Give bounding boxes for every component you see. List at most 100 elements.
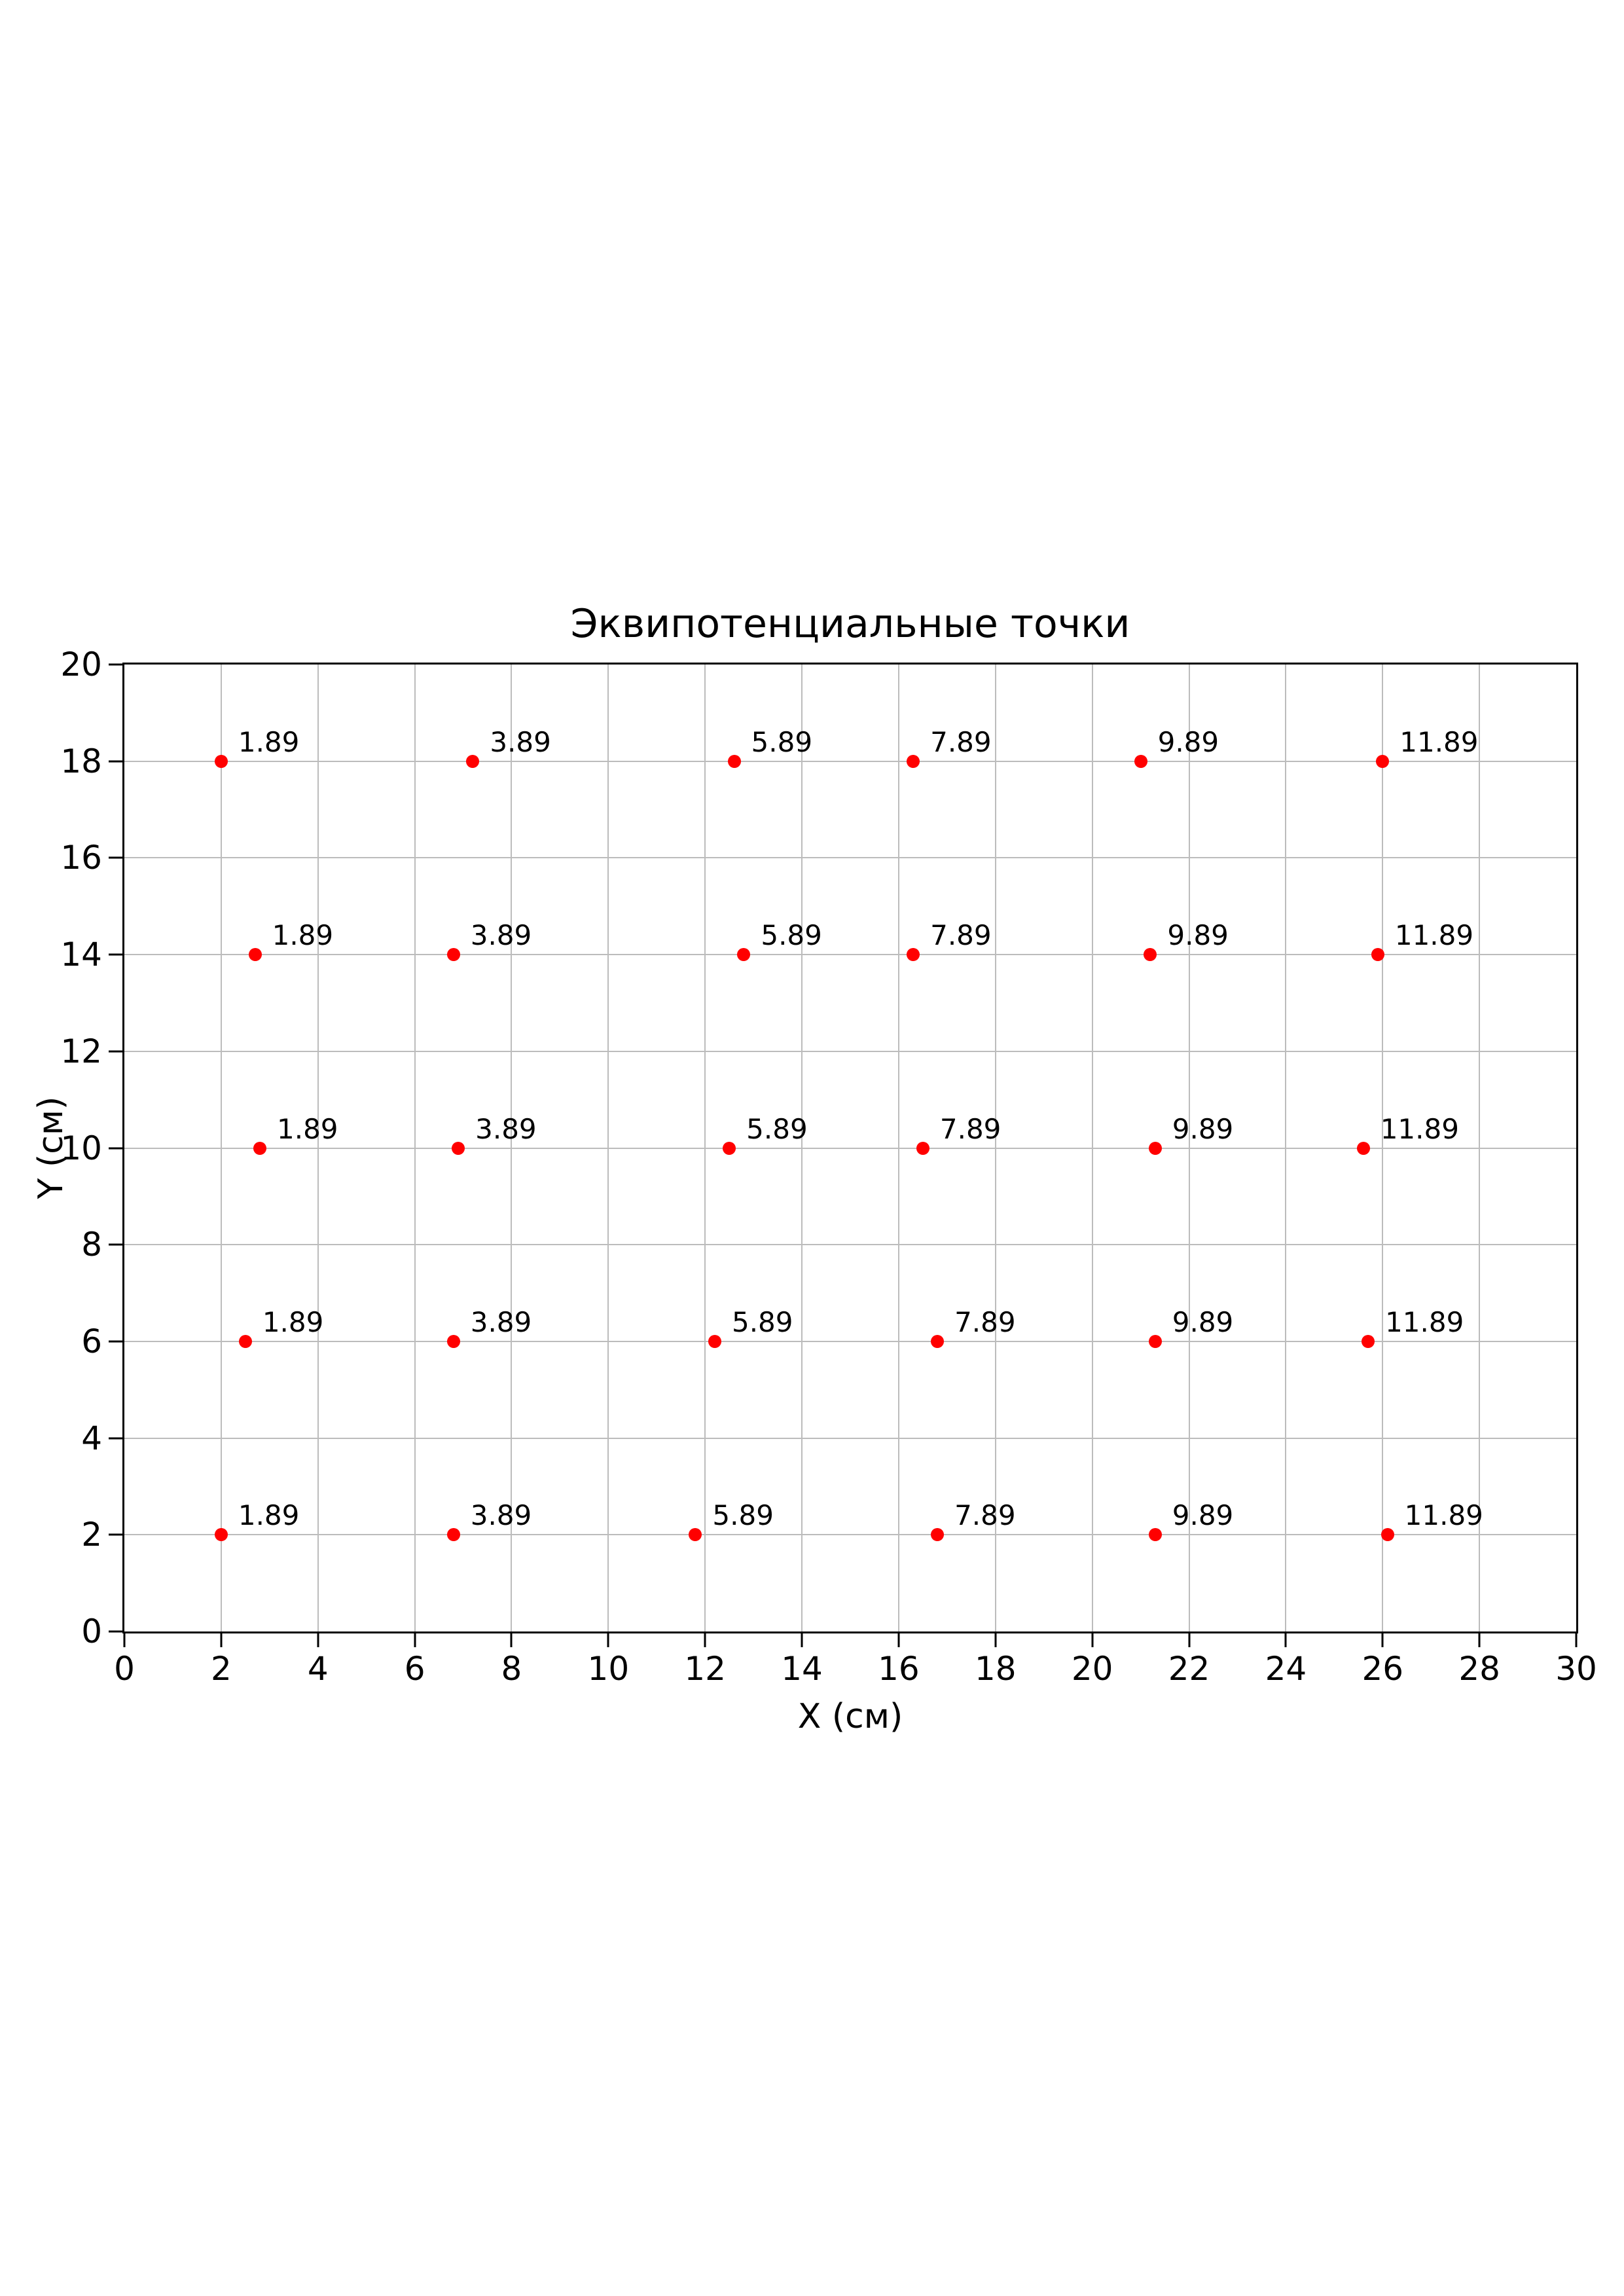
y-gridline — [124, 1340, 1576, 1342]
data-point-label: 11.89 — [1380, 1112, 1459, 1145]
data-point-label: 1.89 — [238, 1499, 300, 1532]
data-point — [1134, 754, 1147, 768]
data-point-label: 1.89 — [272, 919, 334, 952]
x-tick-mark — [801, 1631, 803, 1647]
x-tick-label: 28 — [1458, 1650, 1500, 1688]
y-axis-label: Y (см) — [31, 1096, 71, 1199]
y-tick-label: 20 — [60, 646, 102, 683]
x-tick-label: 2 — [210, 1650, 232, 1688]
y-tick-mark — [109, 1050, 124, 1053]
y-tick-mark — [109, 1437, 124, 1440]
data-point-label: 3.89 — [470, 1305, 532, 1338]
data-point-label: 5.89 — [751, 725, 813, 758]
x-tick-label: 6 — [404, 1650, 425, 1688]
x-tick-mark — [414, 1631, 416, 1647]
y-gridline — [124, 1244, 1576, 1246]
y-gridline — [124, 857, 1576, 859]
data-point-label: 5.89 — [761, 919, 822, 952]
data-point-label: 3.89 — [490, 725, 551, 758]
data-point — [1148, 1528, 1162, 1542]
x-tick-label: 12 — [684, 1650, 726, 1688]
data-point — [931, 1528, 945, 1542]
x-tick-label: 16 — [878, 1650, 920, 1688]
y-tick-mark — [109, 1533, 124, 1536]
data-point-label: 9.89 — [1157, 725, 1219, 758]
data-point — [931, 1334, 945, 1348]
data-point — [727, 754, 741, 768]
x-tick-mark — [1091, 1631, 1094, 1647]
x-tick-label: 22 — [1168, 1650, 1210, 1688]
data-point — [907, 948, 920, 962]
x-tick-mark — [607, 1631, 609, 1647]
data-point — [253, 1141, 266, 1155]
data-point — [1380, 1528, 1394, 1542]
data-point — [708, 1334, 721, 1348]
data-point — [1148, 1334, 1162, 1348]
y-tick-label: 10 — [60, 1129, 102, 1167]
x-axis-label: X (см) — [797, 1697, 903, 1736]
x-tick-label: 18 — [974, 1650, 1017, 1688]
data-point — [238, 1334, 252, 1348]
data-point-label: 9.89 — [1172, 1305, 1234, 1338]
data-point — [452, 1141, 465, 1155]
y-tick-label: 12 — [60, 1032, 102, 1070]
data-point-label: 11.89 — [1394, 919, 1474, 952]
y-tick-mark — [109, 1340, 124, 1343]
data-point — [723, 1141, 736, 1155]
y-tick-label: 8 — [81, 1226, 102, 1264]
y-gridline — [124, 954, 1576, 956]
data-point-label: 11.89 — [1399, 725, 1479, 758]
data-point-label: 9.89 — [1167, 919, 1229, 952]
data-point-label: 11.89 — [1404, 1499, 1483, 1532]
data-point — [214, 1528, 228, 1542]
x-tick-label: 14 — [781, 1650, 823, 1688]
data-point-label: 7.89 — [930, 725, 992, 758]
x-tick-mark — [1478, 1631, 1481, 1647]
y-gridline — [124, 1147, 1576, 1149]
data-point-label: 1.89 — [238, 725, 300, 758]
data-point-label: 9.89 — [1172, 1499, 1234, 1532]
y-gridline — [124, 1534, 1576, 1536]
data-point — [446, 1334, 460, 1348]
y-tick-label: 4 — [81, 1419, 102, 1457]
data-point-label: 1.89 — [277, 1112, 338, 1145]
data-point — [1148, 1141, 1162, 1155]
y-tick-label: 18 — [60, 742, 102, 780]
x-tick-mark — [1575, 1631, 1578, 1647]
data-point-label: 5.89 — [712, 1499, 774, 1532]
data-point-label: 5.89 — [746, 1112, 808, 1145]
data-point — [1362, 1334, 1375, 1348]
data-point — [248, 948, 262, 962]
y-tick-mark — [109, 1630, 124, 1633]
data-point — [446, 1528, 460, 1542]
y-tick-mark — [109, 663, 124, 666]
x-tick-mark — [1381, 1631, 1384, 1647]
y-gridline — [124, 760, 1576, 762]
y-tick-label: 14 — [60, 936, 102, 974]
x-tick-label: 24 — [1265, 1650, 1307, 1688]
y-gridline — [124, 1437, 1576, 1439]
y-gridline — [124, 1050, 1576, 1052]
x-tick-mark — [704, 1631, 706, 1647]
x-tick-mark — [994, 1631, 997, 1647]
y-tick-label: 2 — [81, 1516, 102, 1554]
y-tick-label: 16 — [60, 839, 102, 877]
data-point-label: 5.89 — [731, 1305, 793, 1338]
x-tick-mark — [220, 1631, 223, 1647]
data-point — [907, 754, 920, 768]
data-point — [214, 754, 228, 768]
data-point-label: 3.89 — [470, 1499, 532, 1532]
data-point-label: 7.89 — [954, 1305, 1016, 1338]
data-point — [737, 948, 751, 962]
x-tick-label: 8 — [501, 1650, 522, 1688]
x-tick-mark — [1188, 1631, 1191, 1647]
y-tick-mark — [109, 953, 124, 956]
plot-area: 0 2 4 6 8 10 12 14 16 18 20 22 24 26 28 30 0 2 4 6 8 10 12 14 16… — [60, 648, 1597, 1685]
data-point-label: 11.89 — [1385, 1305, 1464, 1338]
y-tick-label: 0 — [81, 1613, 102, 1650]
x-tick-mark — [1284, 1631, 1287, 1647]
x-tick-label: 20 — [1071, 1650, 1113, 1688]
x-tick-mark — [510, 1631, 513, 1647]
